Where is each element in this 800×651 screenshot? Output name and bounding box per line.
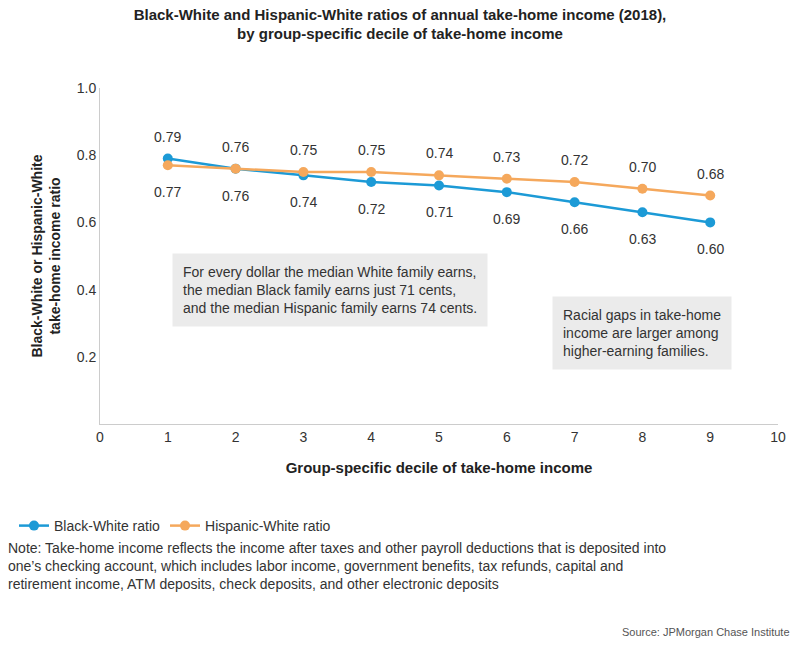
svg-text:0.8: 0.8 [77, 147, 97, 163]
svg-text:7: 7 [571, 429, 579, 445]
svg-text:For every dollar the median Wh: For every dollar the median White family… [183, 264, 477, 316]
svg-text:0.6: 0.6 [77, 214, 97, 230]
svg-text:Black-White ratio: Black-White ratio [54, 518, 160, 534]
svg-text:Source: JPMorgan Chase Institu: Source: JPMorgan Chase Institute [622, 626, 790, 638]
svg-text:Group-specific decile of take-: Group-specific decile of take-home incom… [286, 459, 593, 476]
svg-text:0.74: 0.74 [426, 145, 453, 161]
svg-text:Racial gaps in take-homeincome: Racial gaps in take-homeincome are large… [563, 307, 721, 359]
svg-text:0.71: 0.71 [426, 204, 453, 220]
svg-text:0.70: 0.70 [629, 159, 656, 175]
svg-text:0.63: 0.63 [629, 231, 656, 247]
svg-text:8: 8 [639, 429, 647, 445]
svg-text:Black-White and Hispanic-White: Black-White and Hispanic-White ratios of… [134, 6, 667, 43]
svg-text:Note: Take-home income reflect: Note: Take-home income reflects the inco… [8, 540, 666, 592]
svg-text:0.60: 0.60 [697, 241, 724, 257]
svg-text:1.0: 1.0 [77, 80, 97, 96]
svg-text:6: 6 [503, 429, 511, 445]
svg-text:5: 5 [435, 429, 443, 445]
svg-text:0.76: 0.76 [222, 139, 249, 155]
svg-text:0.66: 0.66 [561, 221, 588, 237]
svg-text:0.75: 0.75 [290, 142, 317, 158]
svg-text:1: 1 [164, 429, 172, 445]
svg-text:0.72: 0.72 [358, 201, 385, 217]
svg-text:0.73: 0.73 [493, 149, 520, 165]
svg-text:3: 3 [300, 429, 308, 445]
svg-text:0.72: 0.72 [561, 152, 588, 168]
svg-text:10: 10 [770, 429, 786, 445]
svg-text:2: 2 [232, 429, 240, 445]
svg-text:0.69: 0.69 [493, 211, 520, 227]
svg-text:Hispanic-White ratio: Hispanic-White ratio [205, 518, 330, 534]
svg-text:4: 4 [367, 429, 375, 445]
svg-text:0.76: 0.76 [222, 188, 249, 204]
svg-text:0.74: 0.74 [290, 194, 317, 210]
svg-text:0.79: 0.79 [154, 129, 181, 145]
svg-text:9: 9 [706, 429, 714, 445]
svg-text:0.77: 0.77 [154, 184, 181, 200]
svg-text:0: 0 [96, 429, 104, 445]
svg-text:0.2: 0.2 [77, 349, 97, 365]
svg-text:Black-White or Hispanic-Whitet: Black-White or Hispanic-Whitetake-home i… [29, 154, 63, 357]
svg-text:0.75: 0.75 [358, 142, 385, 158]
svg-text:0.4: 0.4 [77, 282, 97, 298]
svg-text:0.68: 0.68 [697, 166, 724, 182]
